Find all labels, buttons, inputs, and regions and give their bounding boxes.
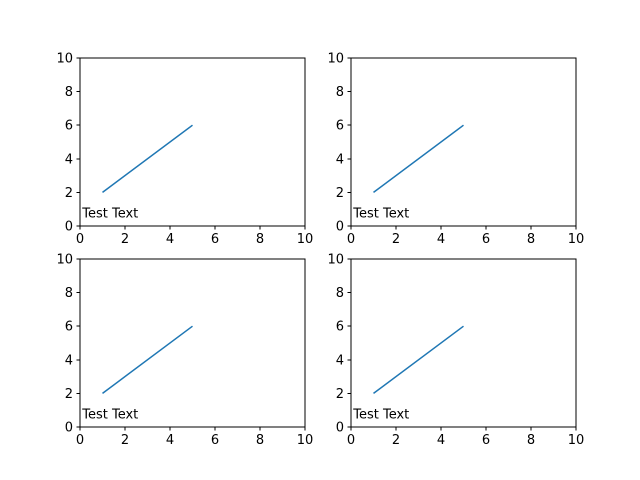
- y-tick-label: 0: [336, 220, 344, 235]
- y-tick-label: 6: [65, 320, 73, 335]
- y-tick-label: 10: [327, 52, 344, 67]
- annotation-text: Test Text: [81, 408, 138, 423]
- x-tick-label: 8: [256, 232, 264, 247]
- y-tick-label: 6: [336, 119, 344, 134]
- y-tick-label: 10: [56, 52, 73, 67]
- data-line: [102, 124, 193, 194]
- x-tick-label: 6: [211, 433, 219, 448]
- y-tick-label: 2: [65, 387, 73, 402]
- x-tick-label: 4: [166, 232, 174, 247]
- axes-border: [350, 57, 577, 227]
- x-tick-label: 10: [568, 433, 585, 448]
- annotation-text: Test Text: [81, 207, 138, 222]
- y-tick-label: 4: [65, 152, 73, 167]
- x-tick-label: 2: [392, 433, 400, 448]
- subplot-1: 0 2 4 6 8 10 0 2 4 6 8 10 Test Text: [56, 52, 313, 248]
- x-tick-label: 6: [211, 232, 219, 247]
- y-tick-label: 0: [65, 220, 73, 235]
- y-tick-label: 4: [336, 353, 344, 368]
- x-tick-label: 0: [347, 232, 355, 247]
- y-tick-label: 8: [336, 85, 344, 100]
- x-tick-label: 8: [527, 232, 535, 247]
- x-tick-label: 2: [121, 232, 129, 247]
- y-tick-label: 6: [65, 119, 73, 134]
- x-tick-label: 2: [392, 232, 400, 247]
- subplot-3: 0 2 4 6 8 10 0 2 4 6 8 10 Test Text: [56, 253, 313, 449]
- x-tick-label: 4: [437, 433, 445, 448]
- y-tick-label: 4: [336, 152, 344, 167]
- axes-border: [79, 57, 306, 227]
- subplot-4: 0 2 4 6 8 10 0 2 4 6 8 10 Test Text: [327, 253, 584, 449]
- x-tick-label: 8: [256, 433, 264, 448]
- x-tick-label: 2: [121, 433, 129, 448]
- x-tick-label: 4: [437, 232, 445, 247]
- y-tick-label: 8: [65, 85, 73, 100]
- x-tick-label: 0: [347, 433, 355, 448]
- y-tick-label: 8: [65, 286, 73, 301]
- x-tick-label: 10: [568, 232, 585, 247]
- x-tick-label: 0: [76, 232, 84, 247]
- y-tick-label: 2: [336, 387, 344, 402]
- data-line: [373, 124, 464, 194]
- annotation-text: Test Text: [352, 408, 409, 423]
- x-tick-label: 6: [482, 232, 490, 247]
- y-tick-label: 6: [336, 320, 344, 335]
- x-tick-label: 8: [527, 433, 535, 448]
- y-tick-label: 10: [327, 253, 344, 268]
- x-tick-label: 0: [76, 433, 84, 448]
- x-tick-label: 6: [482, 433, 490, 448]
- subplot-2: 0 2 4 6 8 10 0 2 4 6 8 10 Test Text: [327, 52, 584, 248]
- data-line: [373, 325, 464, 395]
- y-tick-label: 0: [65, 421, 73, 436]
- y-tick-label: 8: [336, 286, 344, 301]
- x-tick-label: 10: [297, 232, 314, 247]
- data-line: [102, 325, 193, 395]
- axes-border: [79, 258, 306, 428]
- y-tick-label: 4: [65, 353, 73, 368]
- x-tick-label: 10: [297, 433, 314, 448]
- y-tick-label: 10: [56, 253, 73, 268]
- y-tick-label: 0: [336, 421, 344, 436]
- x-tick-label: 4: [166, 433, 174, 448]
- y-tick-label: 2: [65, 186, 73, 201]
- axes-border: [350, 258, 577, 428]
- y-tick-label: 2: [336, 186, 344, 201]
- annotation-text: Test Text: [352, 207, 409, 222]
